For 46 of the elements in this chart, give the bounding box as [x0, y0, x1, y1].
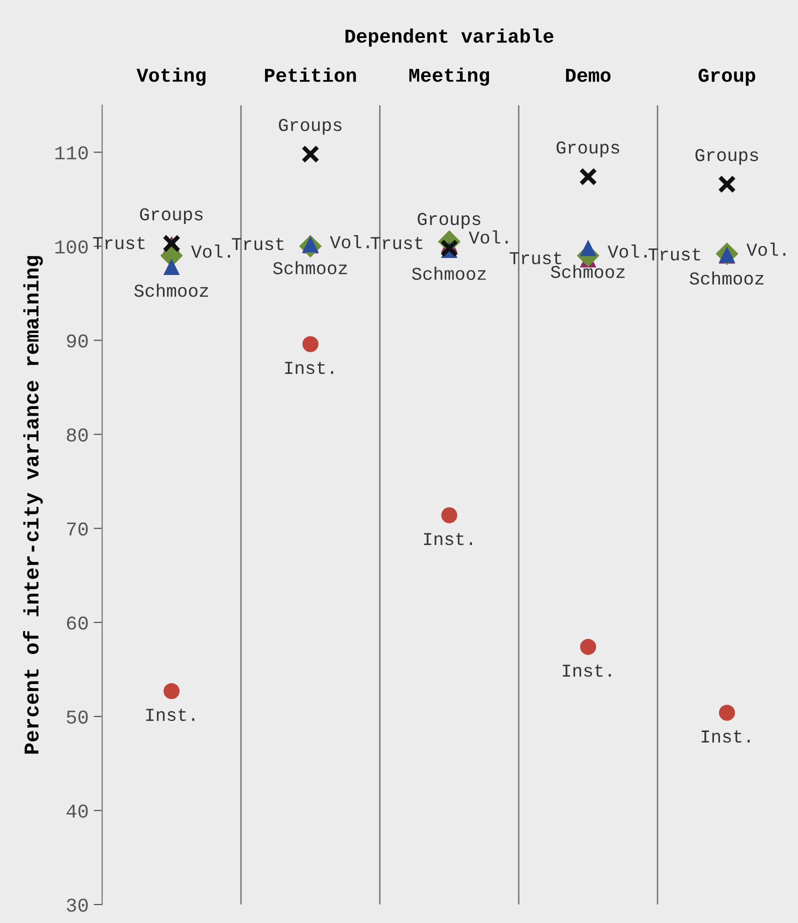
x-axis-title: Dependent variable	[346, 28, 554, 47]
y-tick-label: 40	[66, 804, 88, 818]
point	[580, 638, 596, 655]
y-tick-label: 30	[66, 898, 88, 912]
text: Schmooz	[550, 264, 625, 278]
point	[579, 168, 598, 186]
point	[164, 258, 180, 275]
text: Schmooz	[273, 261, 347, 274]
text: Vol.	[468, 230, 508, 244]
point	[301, 145, 320, 164]
x-tick-label: Voting	[136, 68, 206, 86]
text: Schmooz	[134, 284, 208, 297]
text: Vol.	[191, 244, 230, 258]
text: Vol.	[746, 242, 786, 256]
text: Groups	[695, 148, 758, 165]
point	[164, 683, 180, 700]
point	[441, 507, 458, 524]
y-axis-title: Percent of inter-city variance remaining	[23, 256, 43, 754]
x-tick-label: Petition	[265, 68, 356, 82]
y-tick-label: 50	[66, 710, 88, 724]
series-label: Groups	[278, 118, 342, 135]
text: Inst.	[702, 730, 750, 743]
point	[302, 336, 318, 352]
point	[718, 175, 736, 194]
y-tick-label: 110	[55, 146, 88, 160]
text: Vol.	[608, 244, 647, 258]
text: Groups	[556, 141, 620, 158]
text: Inst.	[285, 362, 334, 374]
point	[718, 704, 735, 721]
series-label: Schmooz	[412, 266, 486, 280]
y-tick-label: 70	[67, 522, 88, 536]
y-tick-label: 60	[67, 616, 88, 630]
x-tick-label: Meeting	[409, 68, 490, 86]
y-tick-label: 100	[55, 240, 88, 254]
point	[580, 240, 596, 256]
series-label: Vol.	[330, 235, 369, 248]
y-tick-label: 90	[66, 334, 88, 348]
text: Inst.	[424, 532, 472, 546]
text: Inst.	[562, 664, 611, 677]
y-tick-label: 80	[66, 428, 88, 442]
series-label: Inst.	[146, 708, 194, 722]
text: Groups	[418, 212, 480, 229]
x-tick-label: Demo	[566, 68, 611, 82]
x-tick-label: Group	[698, 68, 756, 86]
text: Schmooz	[690, 271, 764, 285]
text: Groups	[140, 208, 203, 224]
